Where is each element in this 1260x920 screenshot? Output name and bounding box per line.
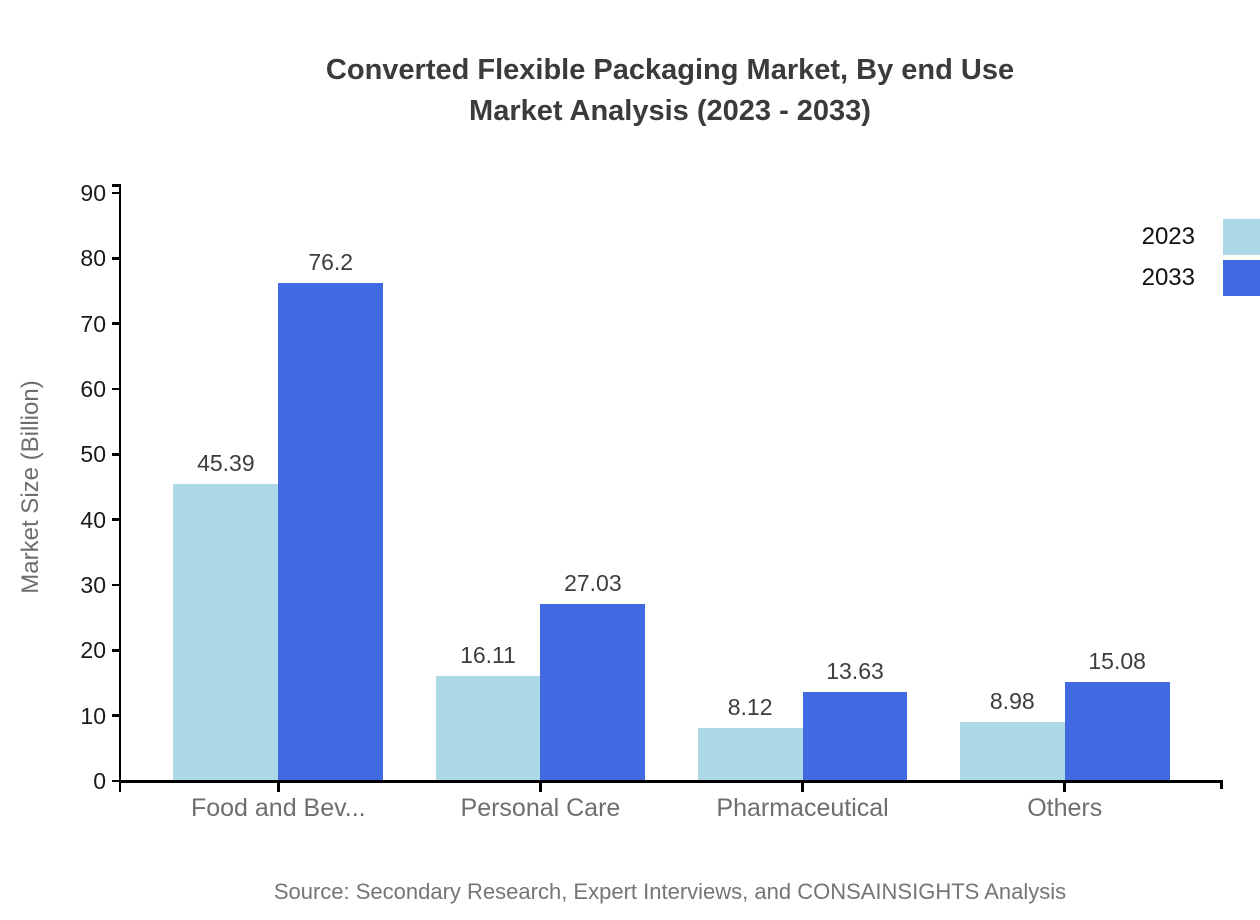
bar-2023-0: [173, 484, 279, 780]
x-category-label-1: Personal Care: [460, 794, 621, 822]
bar-value-2023-3: 8.98: [989, 688, 1035, 715]
x-axis-line: [118, 780, 1223, 783]
y-tick-60: [112, 387, 121, 391]
y-tick-label-0: 0: [93, 768, 106, 794]
y-tick-label-80: 80: [80, 245, 106, 272]
bar-2023-2: [697, 727, 803, 780]
y-tick-90: [112, 191, 121, 195]
bar-value-2023-1: 16.11: [460, 641, 516, 668]
source-note: Source: Secondary Research, Expert Inter…: [273, 879, 1067, 904]
x-category-label-0: Food and Bev...: [190, 794, 366, 822]
y-axis-line: [118, 184, 121, 792]
bar-value-2023-0: 45.39: [197, 450, 255, 477]
legend-label-2023: 2023: [1141, 223, 1195, 250]
y-tick-label-30: 30: [80, 572, 106, 598]
y-tick-label-50: 50: [80, 441, 106, 468]
y-tick-20: [112, 649, 121, 652]
bar-2033-0: [278, 283, 384, 780]
bar-2033-3: [1064, 682, 1170, 780]
bar-value-2033-2: 13.63: [826, 657, 884, 684]
x-tick-0: [277, 783, 280, 792]
x-category-label-2: Pharmaceutical: [716, 794, 889, 822]
x-tick-2: [801, 783, 804, 792]
y-tick-label-90: 90: [80, 180, 106, 206]
legend-swatch-2023: [1223, 219, 1260, 255]
chart-title: Converted Flexible Packaging Market, By …: [80, 50, 1260, 132]
bar-2033-2: [802, 691, 908, 780]
bar-value-2033-3: 15.08: [1088, 648, 1146, 675]
bar-value-2023-2: 8.12: [727, 693, 773, 720]
x-tick-3: [1063, 783, 1066, 792]
y-tick-0: [112, 779, 121, 783]
x-category-label-3: Others: [1027, 794, 1103, 822]
x-tick-1: [539, 783, 542, 792]
chart-title-line-1: Converted Flexible Packaging Market, By …: [325, 54, 1015, 86]
bar-2023-1: [435, 675, 541, 780]
y-tick-label-20: 20: [80, 637, 106, 664]
y-tick-10: [112, 714, 121, 717]
chart-title-line-2: Market Analysis (2023 - 2033): [469, 95, 871, 127]
y-tick-30: [112, 583, 121, 587]
y-tick-label-60: 60: [80, 376, 106, 402]
legend-label-2033: 2033: [1141, 264, 1195, 291]
bar-2023-3: [959, 722, 1065, 780]
y-tick-label-40: 40: [80, 506, 106, 533]
y-tick-80: [112, 257, 121, 260]
x-axis-right-end-tick: [1220, 780, 1223, 789]
bar-2033-1: [540, 604, 646, 780]
legend-swatch-2033: [1223, 260, 1260, 296]
y-tick-50: [112, 453, 121, 456]
bar-value-2033-0: 76.2: [308, 249, 354, 276]
y-tick-70: [112, 322, 121, 325]
y-tick-40: [112, 518, 121, 521]
bar-value-2033-1: 27.03: [564, 570, 622, 597]
y-axis-top-cap: [112, 184, 121, 187]
y-tick-label-10: 10: [80, 702, 106, 729]
y-tick-label-70: 70: [80, 310, 106, 337]
